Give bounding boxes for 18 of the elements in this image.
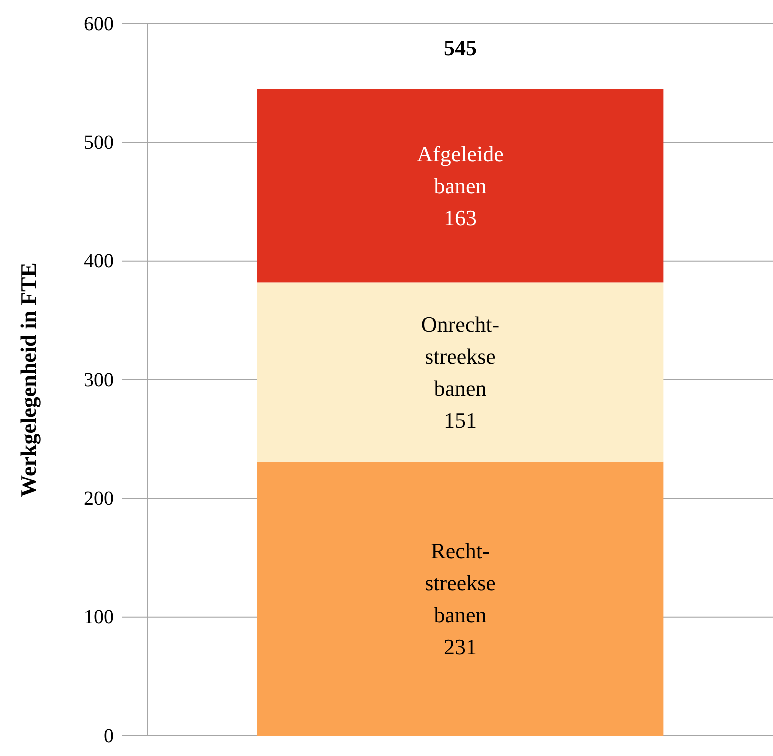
series-label: Recht-streekse banen <box>425 538 496 628</box>
series-label: Afgeleide banen <box>417 142 504 199</box>
series-label: Onrecht-streekse banen <box>421 312 500 401</box>
y-tick-label: 500 <box>84 132 114 154</box>
bar <box>257 462 664 736</box>
data-label: 231 <box>444 634 477 660</box>
data-label: 151 <box>444 408 477 433</box>
y-tick-label: 100 <box>84 606 114 629</box>
y-tick-label: 200 <box>84 488 114 510</box>
bar <box>257 282 664 462</box>
bar <box>257 89 664 283</box>
y-axis-title: Werkgelegenheid in FTE <box>16 262 41 498</box>
data-label: 163 <box>444 206 477 231</box>
total-label: 545 <box>444 35 477 60</box>
y-tick-label: 600 <box>84 13 114 36</box>
y-tick-label: 300 <box>84 369 114 392</box>
y-tick-label: 400 <box>84 250 114 273</box>
y-tick-label: 0 <box>104 725 114 748</box>
